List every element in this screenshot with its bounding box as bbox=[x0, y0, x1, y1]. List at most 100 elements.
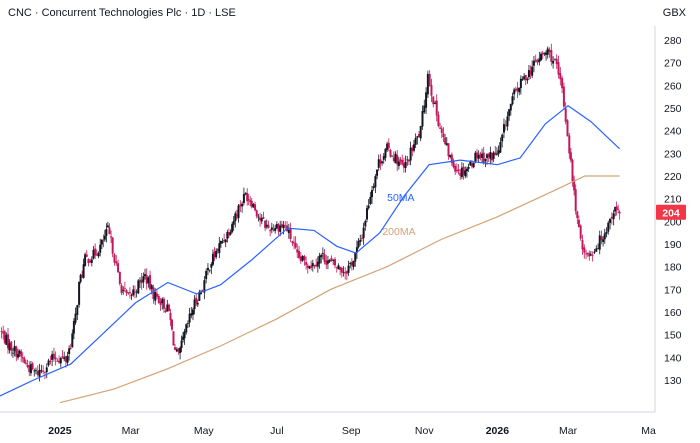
candle-body bbox=[66, 355, 69, 363]
candle-body bbox=[372, 186, 375, 188]
candle-body bbox=[92, 249, 95, 259]
candle-body bbox=[6, 334, 9, 349]
candle-body bbox=[164, 310, 167, 313]
candle-body bbox=[42, 370, 45, 372]
candle-body bbox=[216, 248, 219, 251]
y-tick-label: 140 bbox=[664, 352, 682, 364]
candle-body bbox=[211, 253, 214, 265]
candle-body bbox=[142, 276, 145, 283]
candle-body bbox=[226, 232, 229, 239]
candle-body bbox=[472, 162, 475, 168]
candle-body bbox=[190, 313, 193, 316]
candle-body bbox=[521, 79, 524, 80]
candle-body bbox=[406, 159, 409, 161]
candle-body bbox=[11, 352, 14, 354]
candle-body bbox=[294, 242, 297, 248]
candle-body bbox=[117, 263, 120, 273]
candle-body bbox=[534, 59, 537, 62]
candle-body bbox=[419, 125, 422, 139]
candle-body bbox=[482, 152, 485, 163]
candle-body bbox=[183, 331, 186, 339]
candle-body bbox=[364, 221, 367, 227]
candle-body bbox=[303, 256, 306, 261]
candle-body bbox=[494, 152, 497, 156]
last-price-label: 204 bbox=[662, 207, 680, 219]
candle-body bbox=[219, 240, 222, 244]
candle-body bbox=[481, 153, 484, 158]
candle-body bbox=[445, 143, 448, 146]
candle-body bbox=[234, 213, 237, 222]
candle-body bbox=[34, 370, 37, 371]
candle-body bbox=[382, 156, 385, 160]
candle-body bbox=[541, 53, 544, 55]
candle-body bbox=[111, 237, 114, 254]
candle-body bbox=[564, 108, 567, 122]
candle-body bbox=[195, 297, 198, 304]
candle-body bbox=[52, 353, 55, 359]
candle-body bbox=[287, 229, 290, 233]
candle-body bbox=[365, 208, 368, 220]
candle-body bbox=[462, 166, 465, 175]
candle-body bbox=[147, 277, 150, 284]
candle-body bbox=[437, 114, 440, 127]
candle-body bbox=[369, 196, 372, 205]
candle-body bbox=[344, 272, 347, 274]
candle-body bbox=[323, 254, 326, 262]
candle-body bbox=[600, 236, 603, 241]
candle-body bbox=[265, 224, 268, 227]
x-tick-label: Ma bbox=[641, 425, 656, 437]
candle-body bbox=[571, 159, 574, 182]
candle-body bbox=[550, 50, 553, 62]
candle-body bbox=[440, 128, 443, 133]
candle-body bbox=[414, 137, 417, 145]
candle-body bbox=[529, 71, 532, 74]
y-tick-label: 130 bbox=[664, 375, 682, 387]
candle-body bbox=[36, 371, 39, 375]
candle-body bbox=[78, 281, 81, 305]
ma-annotation-200ma: 200MA bbox=[382, 226, 415, 238]
last-price-badge bbox=[656, 204, 686, 220]
candle-body bbox=[561, 78, 564, 89]
candle-body bbox=[546, 48, 549, 55]
candle-body bbox=[367, 205, 370, 209]
candle-body bbox=[282, 224, 285, 229]
candle-body bbox=[320, 254, 323, 258]
candle-body bbox=[449, 155, 452, 158]
candle-body bbox=[511, 96, 514, 105]
candle-body bbox=[490, 152, 493, 161]
candle-body bbox=[8, 343, 11, 351]
candle-body bbox=[328, 259, 331, 262]
candle-body bbox=[609, 219, 612, 223]
candle-body bbox=[597, 248, 600, 250]
candle-body bbox=[154, 292, 157, 301]
candle-body bbox=[362, 227, 365, 239]
candle-body bbox=[581, 240, 584, 250]
y-tick-label: 250 bbox=[664, 103, 682, 115]
candle-body bbox=[523, 76, 526, 79]
candle-body bbox=[275, 224, 278, 229]
candle-body bbox=[569, 152, 572, 161]
candle-body bbox=[244, 192, 247, 195]
candle-body bbox=[223, 240, 226, 242]
candle-body bbox=[162, 298, 165, 309]
candle-body bbox=[291, 241, 294, 244]
candle-body bbox=[267, 224, 270, 229]
candle-body bbox=[144, 274, 147, 277]
candle-body bbox=[237, 205, 240, 219]
candle-body bbox=[16, 354, 19, 358]
candle-body bbox=[71, 333, 74, 348]
candle-body bbox=[85, 254, 88, 257]
candle-body bbox=[318, 255, 321, 264]
candle-body bbox=[106, 225, 109, 228]
candle-body bbox=[191, 309, 194, 315]
candle-body bbox=[47, 360, 50, 366]
candle-body bbox=[28, 365, 31, 373]
candle-body bbox=[205, 271, 208, 280]
candle-body bbox=[257, 216, 260, 218]
candle-body bbox=[444, 137, 447, 144]
candle-body bbox=[145, 275, 148, 284]
candle-body bbox=[499, 142, 502, 153]
candle-body bbox=[602, 239, 605, 243]
candle-body bbox=[396, 154, 399, 165]
